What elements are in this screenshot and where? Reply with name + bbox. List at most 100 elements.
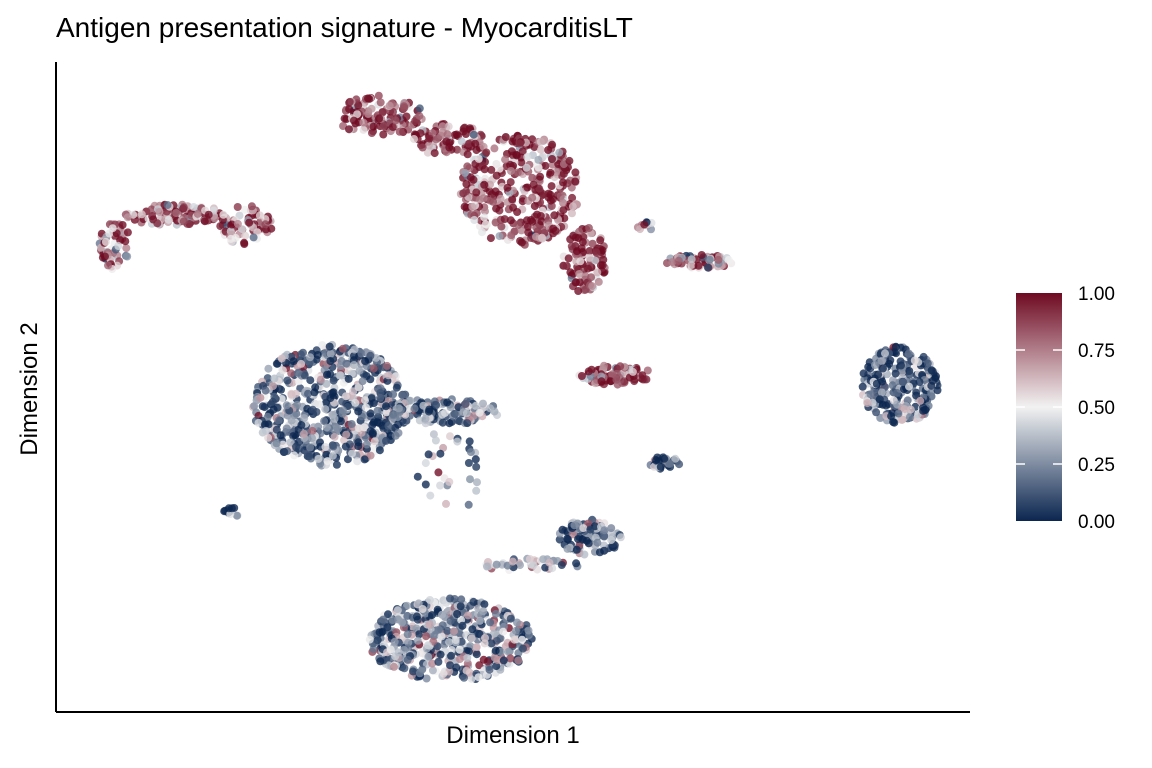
data-point	[513, 168, 522, 177]
data-point	[325, 342, 334, 351]
data-point	[464, 459, 473, 467]
data-point	[486, 180, 494, 189]
data-point	[525, 555, 534, 563]
data-point	[593, 538, 602, 547]
data-point	[467, 674, 476, 683]
data-point	[475, 616, 484, 625]
data-point	[379, 122, 388, 131]
data-point	[593, 268, 602, 277]
data-point	[148, 212, 157, 221]
data-point	[312, 408, 321, 416]
data-point	[445, 419, 454, 428]
data-point	[486, 234, 495, 243]
data-point	[660, 454, 669, 463]
data-point	[479, 655, 488, 664]
data-point	[515, 139, 524, 148]
data-point	[546, 196, 555, 205]
data-point	[351, 398, 360, 407]
data-point	[586, 525, 595, 534]
data-point	[412, 612, 421, 621]
legend-label-025: 0.25	[1078, 455, 1115, 476]
data-point	[249, 233, 258, 242]
data-point	[888, 381, 897, 390]
data-point	[404, 405, 413, 413]
data-point	[280, 447, 289, 456]
data-point	[463, 419, 472, 428]
data-point	[584, 224, 593, 232]
data-point	[481, 207, 489, 216]
data-point	[360, 455, 369, 464]
data-point	[463, 653, 472, 662]
data-point	[321, 443, 330, 451]
data-point	[458, 621, 467, 630]
data-point	[428, 611, 436, 620]
data-point	[338, 409, 347, 418]
data-point	[147, 205, 156, 214]
data-point	[341, 442, 350, 451]
data-point	[481, 220, 490, 229]
data-point	[462, 180, 471, 188]
data-point	[283, 376, 292, 385]
data-point	[472, 188, 481, 197]
data-point	[482, 148, 491, 157]
data-point	[534, 163, 543, 172]
data-point	[322, 450, 331, 459]
data-point	[519, 644, 527, 653]
data-point	[233, 511, 241, 520]
data-point	[354, 442, 363, 451]
data-point	[466, 448, 475, 457]
data-point	[875, 395, 884, 404]
data-point	[472, 643, 481, 651]
data-point	[528, 193, 537, 202]
data-point	[339, 122, 348, 130]
data-point	[864, 363, 873, 371]
data-point	[510, 635, 519, 644]
data-point	[462, 187, 471, 196]
data-point	[300, 414, 309, 423]
data-point	[415, 669, 424, 678]
data-point	[466, 475, 474, 484]
data-point	[500, 215, 509, 224]
data-point	[123, 213, 132, 222]
data-point	[436, 449, 445, 458]
data-point	[927, 366, 936, 375]
data-point	[487, 639, 496, 648]
data-point	[340, 114, 349, 123]
legend-label-05: 0.50	[1078, 398, 1115, 419]
data-point	[453, 145, 462, 154]
data-point	[425, 596, 434, 604]
data-point	[490, 144, 499, 153]
data-point	[276, 431, 285, 440]
legend-ticks	[1016, 349, 1062, 465]
data-point	[383, 623, 392, 632]
data-point	[656, 462, 665, 471]
data-point	[287, 416, 296, 425]
data-point	[369, 364, 378, 373]
data-point	[286, 438, 295, 447]
data-point	[210, 214, 219, 223]
data-point	[384, 610, 392, 619]
data-point	[277, 395, 286, 403]
data-point	[565, 156, 574, 165]
data-point	[584, 264, 592, 273]
data-point	[568, 209, 576, 218]
data-point	[463, 162, 472, 171]
data-point	[450, 627, 458, 636]
data-point	[674, 256, 683, 265]
data-point	[517, 238, 526, 247]
data-point	[400, 102, 408, 111]
data-point	[386, 645, 395, 654]
data-point	[480, 600, 489, 609]
data-point	[394, 648, 403, 657]
data-point	[450, 131, 459, 139]
data-point	[894, 409, 903, 418]
data-point	[418, 143, 427, 152]
data-point	[358, 377, 367, 386]
data-point	[469, 130, 478, 139]
data-point	[906, 405, 915, 414]
data-point	[489, 629, 498, 638]
data-point	[432, 135, 441, 144]
data-point	[456, 602, 465, 611]
data-point	[233, 203, 242, 211]
data-point	[423, 148, 432, 157]
